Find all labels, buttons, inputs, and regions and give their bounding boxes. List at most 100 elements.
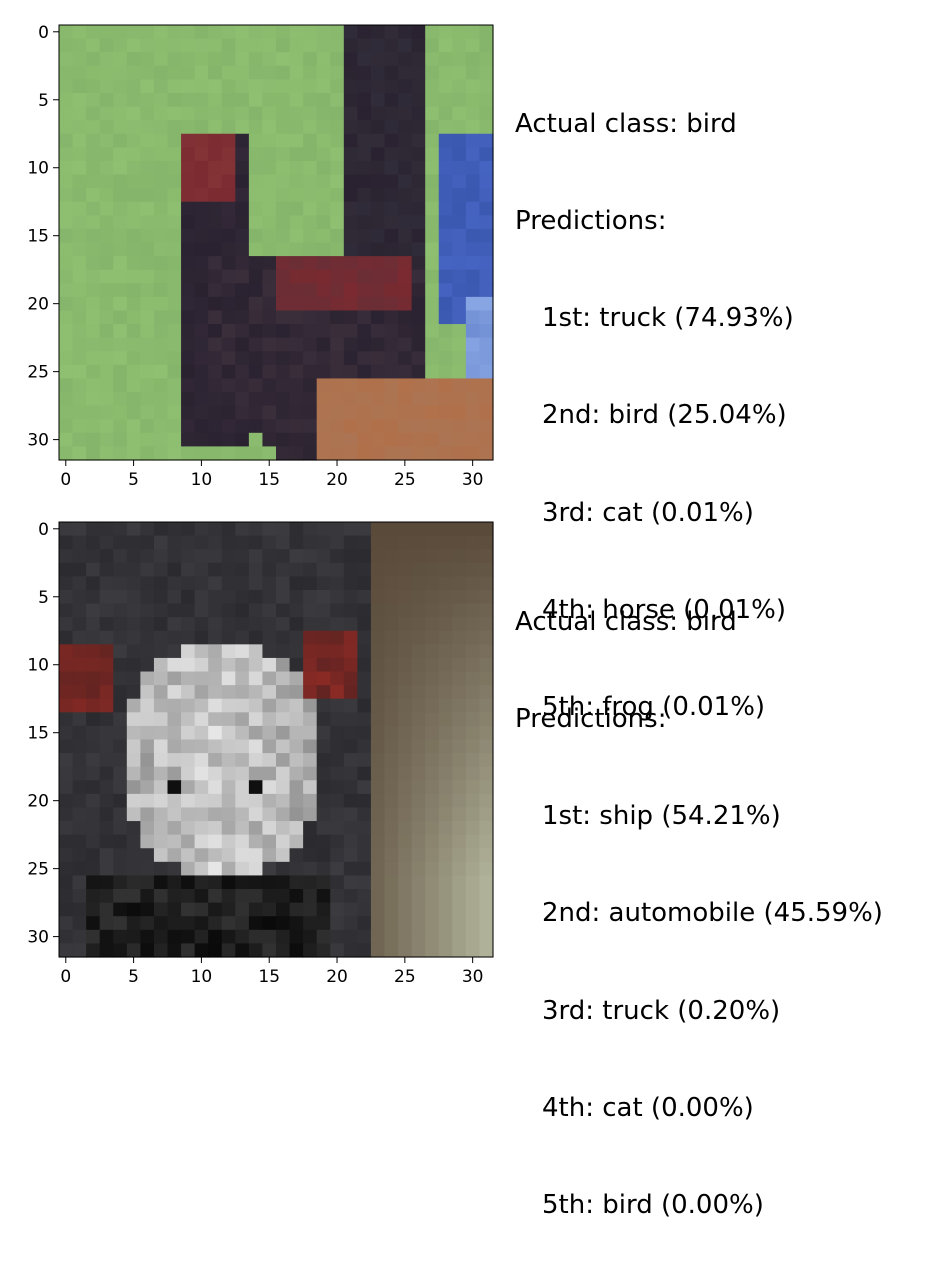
image-pixel: [99, 807, 114, 822]
image-pixel: [425, 617, 440, 632]
image-pixel: [126, 916, 141, 931]
image-pixel: [289, 834, 304, 849]
image-pixel: [248, 419, 264, 434]
image-pixel: [411, 739, 426, 754]
image-pixel: [465, 242, 481, 257]
image-pixel: [194, 133, 209, 148]
image-pixel: [167, 834, 182, 849]
image-pixel: [262, 589, 277, 605]
image-pixel: [316, 432, 331, 448]
image-pixel: [370, 712, 386, 727]
image-pixel: [479, 25, 494, 40]
image-pixel: [99, 120, 114, 135]
image-pixel: [59, 133, 74, 148]
image-pixel: [86, 256, 101, 271]
image-pixel: [479, 834, 494, 849]
image-pixel: [384, 256, 399, 271]
image-pixel: [276, 92, 291, 108]
image-pixel: [221, 685, 236, 700]
image-pixel: [330, 188, 345, 203]
image-pixel: [398, 929, 413, 945]
image-pixel: [194, 324, 209, 339]
image-pixel: [411, 549, 426, 564]
image-pixel: [452, 725, 467, 741]
image-pixel: [303, 807, 318, 822]
image-pixel: [72, 324, 87, 339]
image-pixel: [167, 52, 182, 67]
image-pixel: [221, 419, 236, 434]
image-pixel: [384, 283, 399, 298]
image-pixel: [248, 603, 264, 618]
image-pixel: [343, 133, 358, 148]
image-pixel: [140, 52, 155, 67]
image-pixel: [398, 38, 413, 53]
image-pixel: [438, 351, 453, 366]
image-pixel: [370, 630, 386, 645]
image-pixel: [99, 351, 114, 366]
image-pixel: [343, 446, 358, 461]
image-pixel: [303, 188, 318, 203]
image-pixel: [221, 929, 236, 945]
image-pixel: [425, 889, 440, 904]
image-pixel: [181, 65, 196, 80]
image-pixel: [425, 861, 440, 877]
image-pixel: [303, 943, 318, 958]
image-pixel: [86, 617, 101, 632]
image-pixel: [86, 120, 101, 135]
image-pixel: [140, 432, 155, 448]
image-pixel: [276, 405, 291, 420]
image-pixel: [303, 929, 318, 945]
image-pixel: [86, 644, 101, 659]
image-pixel: [398, 780, 413, 795]
image-pixel: [59, 120, 74, 135]
image-pixel: [140, 65, 155, 80]
image-pixel: [181, 712, 196, 727]
image-pixel: [316, 296, 331, 312]
image-pixel: [208, 25, 223, 40]
image-pixel: [194, 848, 209, 863]
image-pixel: [221, 834, 236, 849]
image-pixel: [126, 392, 141, 407]
image-pixel: [86, 916, 101, 931]
image-pixel: [479, 324, 494, 339]
image-pixel: [181, 38, 196, 53]
image-pixel: [194, 875, 209, 890]
image-pixel: [357, 522, 372, 537]
image-pixel: [370, 52, 386, 67]
image-pixel: [262, 712, 277, 727]
image-pixel: [72, 712, 87, 727]
image-pixel: [452, 65, 467, 80]
image-pixel: [262, 106, 277, 121]
image-pixel: [113, 174, 128, 189]
image-pixel: [86, 576, 101, 591]
image-pixel: [194, 120, 209, 135]
image-pixel: [438, 671, 453, 686]
image-pixel: [276, 929, 291, 945]
image-pixel: [316, 834, 331, 849]
image-pixel: [425, 685, 440, 700]
image-pixel: [72, 133, 87, 148]
image-pixel: [303, 916, 318, 931]
image-pixel: [221, 405, 236, 420]
image-pixel: [126, 188, 141, 203]
image-pixel: [221, 698, 236, 713]
image-pixel: [398, 432, 413, 448]
image-pixel: [72, 576, 87, 591]
image-pixel: [86, 160, 101, 176]
image-pixel: [140, 603, 155, 618]
x-tick-label: 10: [191, 470, 213, 490]
image-pixel: [357, 671, 372, 686]
image-pixel: [248, 617, 264, 632]
image-pixel: [303, 889, 318, 904]
image-pixel: [330, 269, 345, 284]
image-pixel: [384, 188, 399, 203]
image-pixel: [425, 549, 440, 564]
image-pixel: [398, 120, 413, 135]
x-tick-label: 5: [128, 967, 139, 987]
image-pixel: [452, 25, 467, 40]
image-pixel: [113, 943, 128, 958]
predictions-heading: Predictions:: [515, 704, 667, 735]
image-pixel: [72, 889, 87, 904]
image-pixel: [411, 644, 426, 659]
image-pixel: [86, 337, 101, 352]
